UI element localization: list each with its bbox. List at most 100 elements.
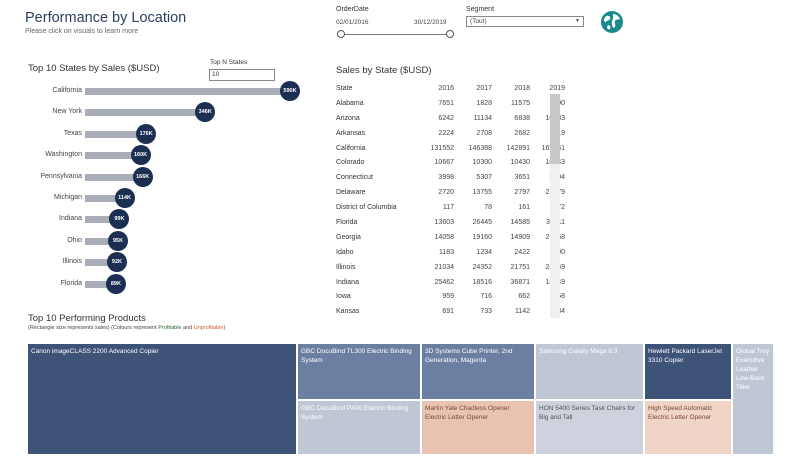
bar[interactable]	[85, 88, 290, 95]
table-value-cell: 10430	[510, 159, 530, 167]
bar[interactable]	[85, 109, 206, 117]
table-state-cell: California	[336, 144, 366, 152]
table-value-cell: 1828	[476, 99, 492, 107]
date-range-slider[interactable]	[340, 34, 452, 35]
table-row[interactable]: California131552146388142891169161	[336, 142, 565, 157]
table-value-cell: 6838	[514, 114, 530, 122]
table-row[interactable]: Indiana25462185163687118449	[336, 276, 565, 291]
page-subtitle: Please click on visuals to learn more	[25, 28, 139, 35]
treemap-tile[interactable]: GBC DocuBind P400 Electric Binding Syste…	[297, 400, 421, 455]
table-value-cell: 21751	[510, 263, 530, 271]
treemap-tile[interactable]: Samsung Galaxy Mega 6.3	[535, 343, 644, 400]
bar[interactable]	[85, 259, 117, 267]
table-value-cell: 733	[480, 308, 492, 316]
bar-value-label: 99K	[109, 209, 130, 230]
globe-icon[interactable]	[600, 10, 624, 34]
table-value-cell: 2708	[476, 129, 492, 137]
bar-value-label: 95K	[108, 230, 128, 251]
table-value-cell: 2682	[514, 129, 530, 137]
table-scrollbar-thumb[interactable]	[550, 94, 560, 164]
table-value-cell: 10667	[434, 159, 454, 167]
treemap-tile[interactable]: Global Troy Executive Leather Low-Back T…	[732, 343, 774, 455]
table-row[interactable]: District of Columbia 117 78 161 72	[336, 201, 565, 216]
table-value-cell: 161	[518, 204, 530, 212]
table-row[interactable]: Arizona624211134683810933	[336, 112, 565, 127]
bar-category-label: Texas	[63, 129, 82, 137]
treemap-tile[interactable]: Hewlett Packard LaserJet 3310 Copier	[644, 343, 732, 400]
date-slider-start-handle[interactable]	[337, 30, 345, 38]
table-row[interactable]: Iowa959716662758	[336, 290, 565, 305]
top-states-title: Top 10 States by Sales ($USD)	[28, 63, 160, 74]
table-value-cell: 18516	[472, 278, 492, 286]
table-value-cell: 14585	[510, 219, 530, 227]
table-header-cell[interactable]: 2017	[476, 85, 492, 92]
bar-value-label: 176K	[136, 123, 157, 144]
segment-dropdown[interactable]: (Tout) ▼	[466, 16, 584, 27]
bar[interactable]	[85, 280, 116, 288]
bar[interactable]	[85, 237, 118, 245]
table-value-cell: 1142	[514, 308, 530, 316]
table-header-cell[interactable]: State	[336, 85, 353, 92]
bar[interactable]	[85, 152, 141, 160]
table-value-cell: 19160	[472, 233, 492, 241]
table-header-cell[interactable]: 2019	[549, 85, 565, 92]
table-value-cell: 14909	[510, 233, 530, 241]
table-header-cell[interactable]: 2016	[438, 85, 454, 92]
orderdate-filter-label: OrderDate	[336, 6, 369, 13]
bar-category-label: Illinois	[62, 258, 82, 266]
table-state-cell: Arizona	[336, 114, 360, 122]
bar-category-label: New York	[52, 108, 82, 116]
table-row[interactable]: Colorado10667103001043010743	[336, 156, 565, 171]
bar-category-label: California	[52, 87, 82, 94]
bar-value-label: 166K	[132, 166, 153, 187]
table-value-cell: 3998	[438, 174, 454, 182]
bar-value-label: 89K	[105, 273, 126, 294]
table-row[interactable]: Illinois21034243522175124559	[336, 261, 565, 276]
table-row[interactable]: Delaware272013755279722479	[336, 186, 565, 201]
table-row[interactable]: Idaho1183123424221100	[336, 246, 565, 261]
treemap-tile[interactable]: 3D Systems Cube Printer, 2nd Generation,…	[421, 343, 535, 400]
table-value-cell: 691	[442, 308, 454, 316]
table-value-cell: 142891	[506, 144, 530, 152]
table-value-cell: 1234	[476, 248, 492, 256]
table-value-cell: 2422	[514, 248, 530, 256]
treemap-tile[interactable]: Martin Yale Chadless Opener Electric Let…	[421, 400, 535, 455]
table-state-cell: Indiana	[336, 278, 359, 286]
table-state-cell: Arkansas	[336, 129, 366, 137]
table-header-cell[interactable]: 2018	[514, 85, 530, 92]
segment-filter-label: Segment	[466, 6, 495, 13]
table-value-cell: 36871	[510, 278, 530, 286]
table-row[interactable]: Arkansas2224270826821919	[336, 127, 565, 142]
state-table-title: Sales by State ($USD)	[336, 65, 432, 76]
table-row[interactable]: Kansas6917331142934	[336, 305, 565, 320]
table-value-cell: 7651	[438, 99, 454, 107]
treemap-tile[interactable]: Canon imageCLASS 2200 Advanced Copier	[27, 343, 297, 455]
table-row[interactable]: Connecticut3998530736515394	[336, 171, 565, 186]
treemap-tile[interactable]: HON 5400 Series Task Chairs for Big and …	[535, 400, 644, 455]
bar[interactable]	[85, 195, 125, 202]
table-state-cell: Idaho	[336, 248, 354, 256]
treemap-tile[interactable]: GBC DocuBind TL300 Electric Binding Syst…	[297, 343, 421, 400]
treemap-tile[interactable]: High Speed Automatic Electric Letter Ope…	[644, 400, 732, 455]
topn-input[interactable]: 10	[209, 69, 275, 81]
table-row[interactable]: Florida13603264451458534511	[336, 216, 565, 231]
bar[interactable]	[85, 130, 147, 138]
date-start-value[interactable]: 02/01/2016	[336, 19, 369, 26]
bar-value-label: 590K	[280, 81, 300, 101]
table-value-cell: 716	[480, 293, 492, 301]
bar-category-label: Washington	[45, 151, 82, 159]
bar-category-label: Indiana	[59, 215, 82, 223]
table-state-cell: Delaware	[336, 189, 366, 197]
table-scrollbar[interactable]	[550, 94, 560, 318]
date-end-value[interactable]: 30/12/2019	[414, 19, 447, 26]
table-row[interactable]: Georgia14058191601490921868	[336, 231, 565, 246]
table-value-cell: 26445	[472, 219, 492, 227]
bar[interactable]	[85, 173, 143, 181]
chevron-down-icon: ▼	[575, 18, 580, 24]
bar[interactable]	[85, 216, 120, 224]
table-row[interactable]: Alabama76511828115752790	[336, 97, 565, 112]
page-title: Performance by Location	[25, 10, 187, 26]
sales-by-state-table: State 2016 2017 2018 2019 Alabama 7651 1828 1157…	[336, 82, 565, 320]
date-slider-end-handle[interactable]	[446, 30, 454, 38]
table-state-cell: Illinois	[336, 263, 356, 271]
